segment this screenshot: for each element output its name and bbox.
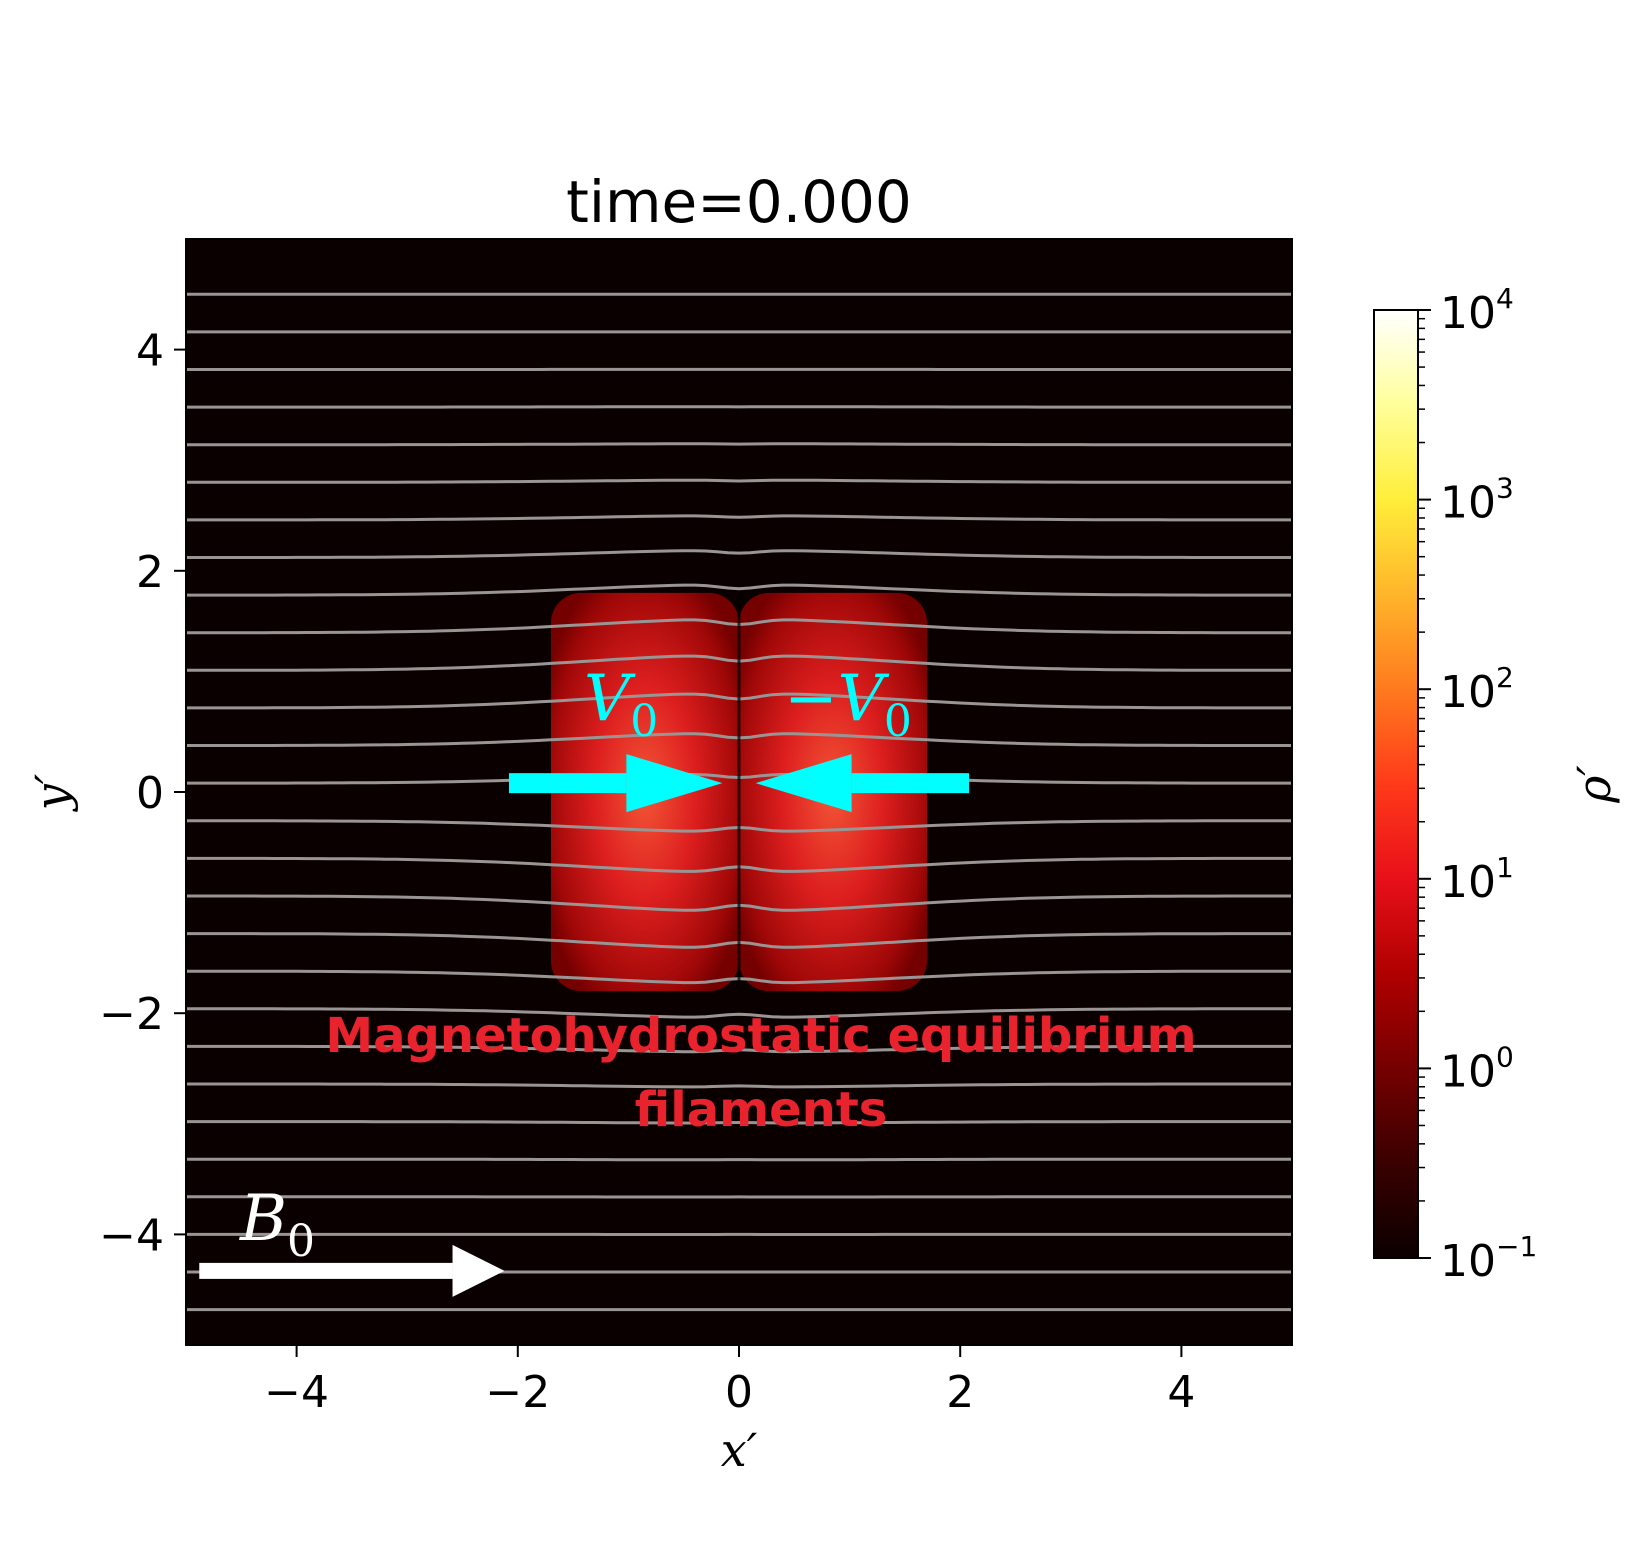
colorbar: 10−1 100 101 102 103 104 ρ′ — [1373, 282, 1621, 1287]
y-tick-label: 2 — [136, 547, 164, 598]
colorbar-ticks: 10−1 100 101 102 103 104 — [1418, 282, 1537, 1287]
x-tick-label: 0 — [725, 1367, 753, 1418]
x-axis-ticks: −4 −2 0 2 4 — [264, 1345, 1195, 1418]
y-axis-ticks: −4 −2 0 2 4 — [99, 326, 186, 1261]
field-line — [186, 478, 1292, 484]
colorbar-tick-label: 102 — [1440, 661, 1514, 718]
colorbar-label: ρ′ — [1567, 765, 1621, 804]
y-tick-label: 0 — [136, 768, 164, 819]
b-field-label: B0 — [239, 1182, 315, 1267]
field-line — [186, 583, 1292, 597]
arrow-shaft — [508, 773, 627, 794]
x-tick-label: 2 — [946, 1367, 974, 1418]
arrow-head — [755, 754, 852, 813]
x-tick-label: 4 — [1167, 1367, 1195, 1418]
colorbar-gradient — [1373, 309, 1419, 1259]
arrow-shaft — [851, 773, 970, 794]
field-line — [186, 442, 1292, 447]
v-right-arrow — [755, 754, 970, 813]
b-field-arrow — [199, 1244, 505, 1297]
v-right-annotation: −V0 — [755, 662, 970, 813]
field-line — [186, 1082, 1292, 1089]
colorbar-tick-label: 104 — [1440, 282, 1514, 339]
description-line-2: filaments — [635, 1082, 888, 1138]
colorbar-tick-label: 10−1 — [1440, 1230, 1537, 1287]
arrow-head — [452, 1244, 505, 1297]
plot-area — [186, 239, 1292, 1345]
colorbar-tick-label: 100 — [1440, 1040, 1514, 1097]
field-line — [186, 1157, 1292, 1162]
x-tick-label: −2 — [485, 1367, 550, 1418]
v-left-arrow — [508, 754, 723, 813]
colorbar-tick-label: 103 — [1440, 472, 1514, 529]
field-line — [186, 1044, 1292, 1054]
y-axis-label: y′ — [25, 773, 79, 812]
v-right-label: −V0 — [784, 662, 912, 747]
v-left-annotation: V0 — [508, 662, 723, 813]
arrow-shaft — [199, 1262, 453, 1279]
field-line — [186, 514, 1292, 522]
x-axis-label: x′ — [721, 1423, 758, 1477]
y-tick-label: −2 — [99, 989, 164, 1040]
field-line — [186, 1120, 1292, 1125]
x-tick-label: −4 — [264, 1367, 329, 1418]
description-line-1: Magnetohydrostatic equilibrium — [325, 1008, 1196, 1064]
field-line — [186, 549, 1292, 559]
b-field-annotation: B0 — [199, 1182, 505, 1297]
y-tick-label: −4 — [99, 1210, 164, 1261]
y-tick-label: 4 — [136, 326, 164, 377]
v-left-label: V0 — [584, 662, 658, 747]
colorbar-tick-label: 101 — [1440, 851, 1514, 908]
chart-title: time=0.000 — [566, 168, 912, 236]
field-line — [186, 1007, 1292, 1019]
arrow-head — [626, 754, 723, 813]
